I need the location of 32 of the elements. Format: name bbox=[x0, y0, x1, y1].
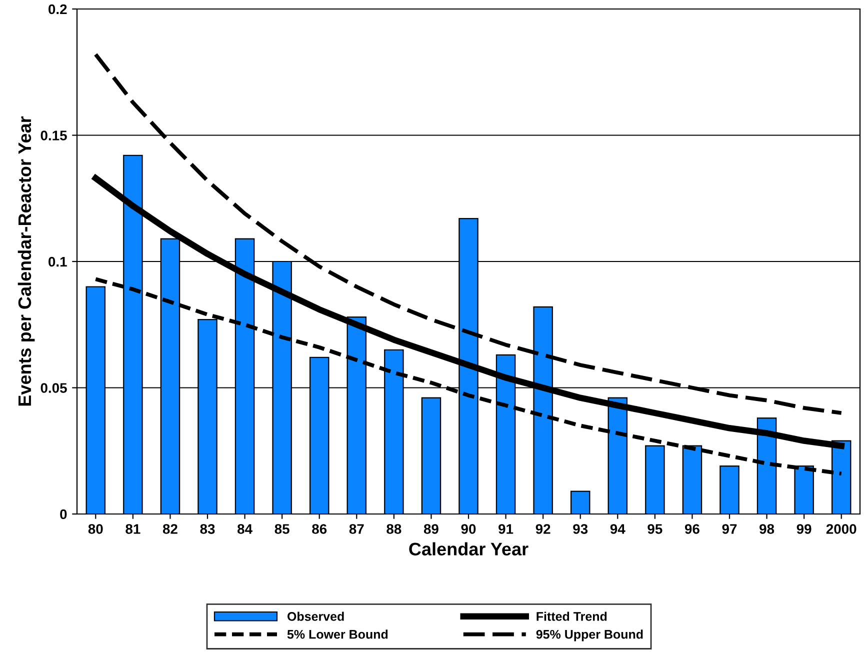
legend-label: 95% Upper Bound bbox=[536, 630, 643, 642]
x-tick-label: 83 bbox=[200, 524, 215, 534]
y-tick-label: 0.15 bbox=[40, 130, 67, 140]
legend-label: Fitted Trend bbox=[536, 612, 607, 621]
x-tick-label: 95 bbox=[648, 524, 662, 534]
x-tick-label: 99 bbox=[796, 524, 812, 534]
x-tick-label: 86 bbox=[312, 524, 327, 534]
x-tick-label: 2000 bbox=[826, 524, 856, 534]
y-axis-title: Events per Calendar-Reactor Year bbox=[18, 116, 35, 406]
x-tick-label: 84 bbox=[238, 524, 252, 534]
x-tick-label: 92 bbox=[536, 524, 550, 534]
x-tick-label: 94 bbox=[610, 524, 626, 534]
x-tick-label: 87 bbox=[349, 524, 364, 534]
x-tick-label: 82 bbox=[162, 524, 178, 534]
x-tick-label: 80 bbox=[88, 524, 103, 534]
y-tick-label: 0.2 bbox=[48, 4, 67, 14]
legend-label: 5% Lower Bound bbox=[287, 630, 388, 639]
y-tick-label: 0.1 bbox=[48, 256, 67, 267]
legend-label: Observed bbox=[288, 612, 344, 621]
x-tick-label: 93 bbox=[573, 524, 588, 534]
x-tick-label: 81 bbox=[126, 524, 140, 534]
x-tick-label: 96 bbox=[684, 524, 700, 534]
x-tick-label: 90 bbox=[461, 524, 476, 534]
x-tick-label: 88 bbox=[386, 524, 402, 534]
x-tick-label: 91 bbox=[498, 524, 514, 534]
x-tick-label: 89 bbox=[424, 524, 438, 534]
x-axis-title: Calendar Year bbox=[409, 542, 528, 556]
x-tick-label: 98 bbox=[760, 524, 774, 534]
y-tick-label: 0.05 bbox=[40, 383, 67, 393]
x-tick-label: 97 bbox=[722, 524, 737, 534]
x-tick-label: 85 bbox=[274, 524, 290, 534]
y-tick-label: 0 bbox=[60, 509, 67, 520]
